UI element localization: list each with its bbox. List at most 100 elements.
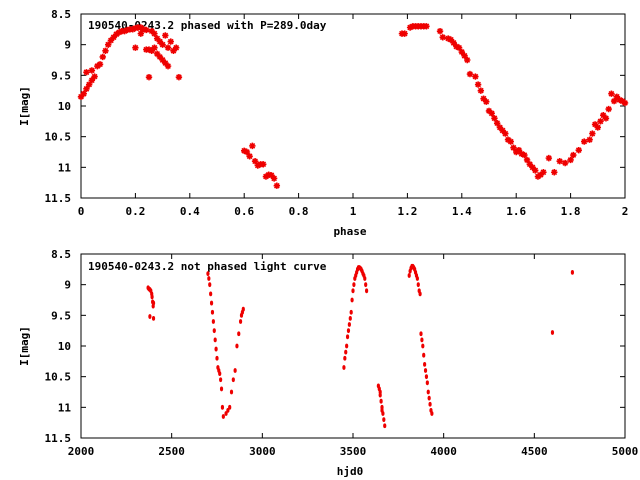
data-point (461, 52, 468, 59)
data-point (427, 395, 431, 401)
unphased-light-curve-panel: 190540-0243.2 not phased light curve hjd… (18, 248, 638, 478)
data-point (148, 314, 152, 319)
y-tick-label: 11 (58, 161, 72, 174)
data-point (156, 53, 164, 61)
data-point (175, 73, 183, 81)
x-axis-label: phase (333, 225, 366, 238)
data-point (550, 330, 555, 335)
data-point (170, 47, 177, 54)
data-point (347, 322, 351, 327)
data-point (110, 34, 117, 41)
y-tick-label: 10.5 (45, 371, 72, 384)
data-point (85, 81, 93, 88)
data-point (173, 44, 180, 51)
data-point (162, 32, 169, 39)
x-tick-label: 2 (622, 205, 629, 218)
x-tick-label: 1.4 (452, 205, 472, 218)
x-tick-label: 3000 (249, 445, 276, 458)
x-tick-label: 0.2 (125, 205, 145, 218)
x-tick-label: 0.6 (234, 205, 254, 218)
data-point (426, 389, 430, 395)
data-point (349, 309, 353, 315)
data-point (379, 398, 383, 404)
x-tick-label: 4500 (521, 445, 548, 458)
data-point (219, 377, 223, 383)
x-axis-label: hjd0 (337, 465, 364, 478)
data-point (233, 368, 237, 373)
data-point (270, 175, 278, 182)
data-point (241, 147, 248, 154)
data-point (88, 67, 96, 74)
data-point (153, 50, 161, 58)
data-point (143, 26, 150, 34)
y-tick-label: 11 (58, 401, 72, 414)
data-point (605, 105, 612, 113)
x-tick-label: 4000 (430, 445, 457, 458)
data-point (537, 171, 544, 178)
data-point (88, 77, 96, 84)
data-point (581, 138, 588, 145)
data-point (383, 423, 387, 429)
y-tick-label: 10.5 (45, 131, 72, 144)
data-point (608, 90, 615, 97)
data-point (220, 404, 225, 410)
data-point (419, 331, 423, 337)
y-tick-label: 8.5 (51, 8, 71, 21)
data-point (493, 119, 501, 127)
y-tick-label: 10 (58, 100, 71, 113)
data-point (480, 95, 487, 102)
data-point (209, 300, 214, 306)
data-point (145, 73, 153, 81)
data-point (521, 151, 528, 159)
data-point (425, 380, 429, 386)
data-point (342, 365, 346, 370)
data-point (273, 182, 281, 189)
data-point (226, 408, 230, 413)
data-point (99, 53, 106, 61)
data-point (156, 38, 164, 45)
data-point (561, 159, 569, 167)
data-point (378, 389, 382, 395)
data-point (218, 371, 222, 376)
data-point (102, 47, 109, 54)
data-point (77, 93, 85, 100)
data-point (238, 319, 243, 324)
data-point (556, 158, 563, 165)
data-points (77, 23, 629, 189)
data-point (260, 161, 267, 168)
data-point (532, 167, 539, 174)
data-point (570, 151, 577, 159)
data-point (382, 417, 386, 422)
data-point (416, 282, 420, 288)
data-point (507, 138, 514, 145)
y-tick-label: 9.5 (51, 69, 71, 82)
data-point (526, 161, 533, 168)
x-tick-label: 1.8 (561, 205, 581, 218)
data-point (83, 69, 90, 76)
data-point (348, 316, 352, 321)
data-point (148, 47, 155, 54)
data-point (145, 46, 153, 53)
data-point (237, 331, 241, 337)
data-point (529, 164, 536, 171)
data-point (466, 70, 474, 78)
x-tick-label: 0 (78, 205, 85, 218)
data-point (491, 115, 498, 122)
data-point (83, 85, 90, 93)
data-point (424, 374, 429, 380)
data-point (365, 288, 369, 294)
data-point (380, 408, 384, 413)
x-tick-label: 0.4 (180, 205, 200, 218)
data-point (523, 156, 531, 164)
data-point (229, 389, 234, 395)
data-point (602, 115, 610, 122)
data-point (107, 37, 115, 44)
data-point (423, 362, 427, 367)
data-point (345, 343, 349, 349)
data-point (343, 355, 347, 361)
data-point (575, 146, 582, 154)
data-point (251, 158, 259, 165)
x-tick-label: 3500 (340, 445, 367, 458)
data-point (207, 276, 211, 281)
data-point (241, 306, 245, 312)
